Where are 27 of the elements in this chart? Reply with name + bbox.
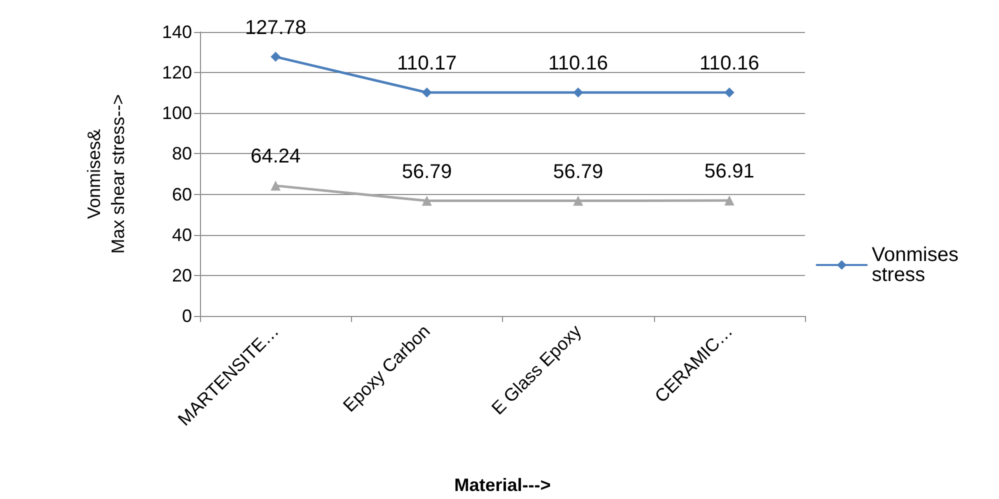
- y-tick-label: 120: [162, 62, 192, 83]
- legend-label: Vonmises stress: [872, 244, 964, 286]
- y-tick-label: 80: [172, 144, 192, 164]
- data-label: 56.79: [553, 160, 604, 183]
- y-tick-label: 20: [172, 265, 192, 286]
- data-label: 110.16: [700, 52, 760, 75]
- y-tick-label: 100: [162, 103, 192, 124]
- point: [724, 196, 734, 206]
- data-label: 64.24: [250, 146, 301, 168]
- point: [270, 52, 281, 62]
- point: [573, 196, 584, 206]
- data-label: 110.16: [548, 52, 608, 75]
- point: [422, 88, 432, 98]
- point: [270, 180, 281, 191]
- data-label: 56.79: [402, 160, 452, 183]
- y-tick-label: 40: [172, 224, 192, 245]
- point: [724, 88, 734, 98]
- data-label: 56.91: [704, 160, 754, 183]
- y-tick-label: 0: [182, 306, 192, 326]
- data-label: 110.17: [397, 52, 457, 75]
- y-tick-label: 140: [162, 22, 192, 42]
- data-label: 127.78: [245, 16, 306, 39]
- y-axis-title: Vonmises& Max shear stress-->: [84, 94, 128, 254]
- point: [422, 196, 432, 206]
- x-axis-title: Material--->: [454, 475, 551, 495]
- point: [573, 88, 584, 98]
- y-tick-label: 60: [172, 184, 192, 204]
